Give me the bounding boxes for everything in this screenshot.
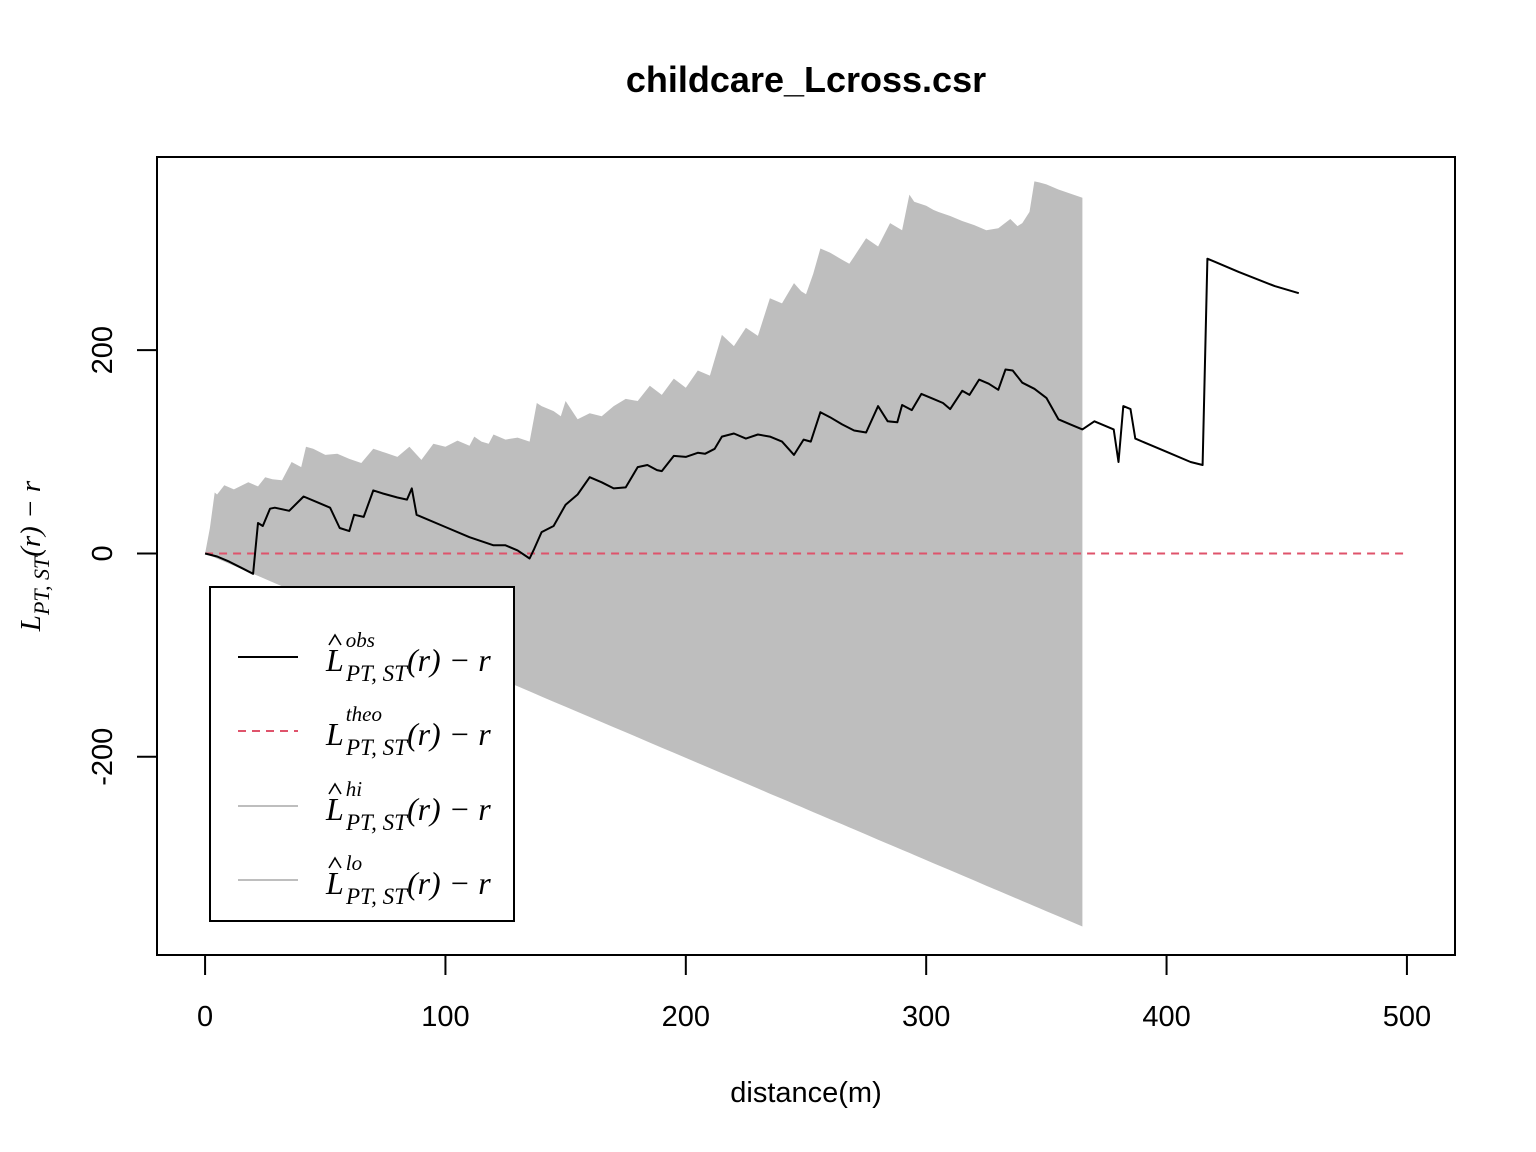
legend-label-sup: theo (346, 702, 382, 726)
y-tick-label: 200 (87, 326, 119, 374)
y-tick-label: 0 (87, 545, 119, 561)
chart-title: childcare_Lcross.csr (626, 59, 986, 100)
legend-label-theo: Ltheo PT, ST(r) − r (325, 702, 491, 760)
series-line-layer (204, 257, 1407, 575)
legend-label-main: L (325, 716, 344, 752)
legend-label-sub: PT, ST (345, 735, 409, 760)
legend-label-lo: Llo PT, ST(r) − r (325, 851, 491, 909)
legend-hat-lo (328, 856, 342, 869)
legend-label-sub: PT, ST (345, 661, 409, 686)
legend-label-main: L (325, 865, 344, 901)
x-tick-label: 400 (1142, 1001, 1190, 1033)
x-axis: 0 100 200 300 400 500 (197, 954, 1431, 1033)
x-tick-label: 100 (421, 1001, 469, 1033)
y-axis: -200 0 200 (87, 326, 158, 786)
obs-series-line (204, 257, 1300, 575)
legend-label-sup: lo (346, 851, 362, 875)
legend-label-main: L (325, 642, 344, 678)
legend-hat-obs (328, 633, 342, 646)
x-tick-label: 300 (902, 1001, 950, 1033)
y-axis-label-main: L (15, 615, 47, 632)
legend-label-sup: hi (346, 777, 363, 801)
legend-label-sub: PT, ST (345, 810, 409, 835)
legend-label-sub: PT, ST (345, 884, 409, 909)
x-tick-label: 200 (662, 1001, 710, 1033)
x-tick-label: 500 (1383, 1001, 1431, 1033)
x-tick-label: 0 (197, 1001, 213, 1033)
y-tick-label: -200 (87, 728, 119, 786)
legend-hat-hi (328, 782, 342, 795)
legend-label-hi: Lhi PT, ST(r) − r (325, 777, 491, 835)
legend-label-tail: (r) − r (407, 642, 491, 678)
legend-label-tail: (r) − r (407, 791, 491, 827)
y-axis-label: LPT, ST(r) − r (15, 480, 54, 632)
y-axis-label-tail: (r) − r (15, 480, 47, 557)
y-axis-label-sub: PT, ST (29, 555, 54, 616)
legend-box (209, 586, 515, 922)
legend-label-tail: (r) − r (407, 865, 491, 901)
legend-label-obs: Lobs PT, ST(r) − r (325, 628, 491, 686)
x-axis-label: distance(m) (730, 1077, 882, 1109)
legend-label-main: L (325, 791, 344, 827)
legend-label-tail: (r) − r (407, 716, 491, 752)
legend-label-sup: obs (346, 628, 375, 652)
